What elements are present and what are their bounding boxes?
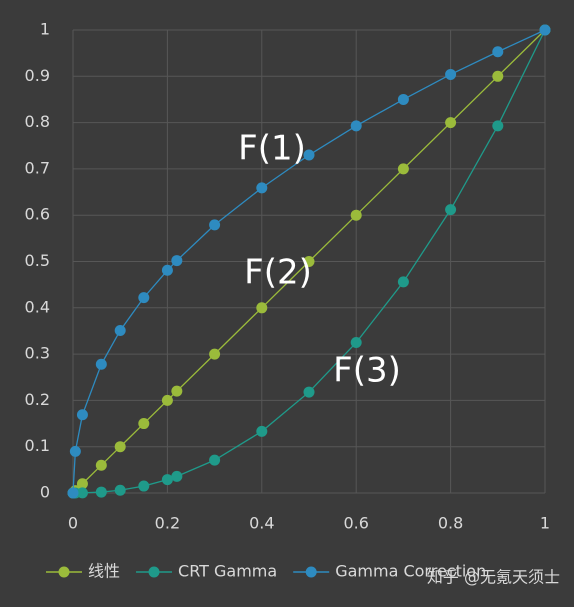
data-point [161, 394, 173, 406]
data-point [138, 418, 150, 430]
data-point [95, 358, 107, 370]
data-point [445, 204, 457, 216]
data-point [397, 163, 409, 175]
legend-marker [305, 566, 317, 578]
x-tick-label: 1 [540, 514, 550, 533]
data-point [539, 24, 551, 36]
data-point [209, 219, 221, 231]
y-tick-label: 0.1 [25, 436, 50, 455]
data-point [69, 445, 81, 457]
data-point [303, 256, 315, 267]
data-point [95, 459, 107, 471]
y-tick-label: 0.3 [25, 344, 50, 363]
data-point [303, 149, 315, 161]
legend-marker [148, 566, 160, 578]
data-point [445, 68, 457, 80]
legend-label: CRT Gamma [178, 562, 277, 581]
data-point [114, 441, 126, 453]
y-tick-label: 1 [40, 20, 50, 39]
data-point [76, 409, 88, 421]
series-line [73, 29, 546, 494]
data-point [161, 474, 173, 486]
data-point [256, 425, 268, 437]
legend-marker [58, 566, 70, 578]
y-tick-label: 0.7 [25, 158, 50, 177]
x-tick-label: 0.6 [343, 514, 368, 533]
data-point [161, 264, 173, 276]
y-tick-label: 0.8 [25, 112, 50, 131]
y-tick-label: 0.5 [25, 251, 50, 270]
data-point [171, 385, 183, 397]
data-point [350, 209, 362, 221]
data-point [114, 324, 126, 336]
data-point [492, 120, 504, 132]
x-tick-label: 0.4 [249, 514, 274, 533]
x-tick-label: 0.8 [438, 514, 463, 533]
y-tick-label: 0.4 [25, 297, 50, 316]
data-point [171, 255, 183, 267]
y-tick-label: 0 [40, 483, 50, 502]
y-tick-label: 0.6 [25, 205, 50, 224]
data-point [350, 337, 362, 349]
series-line [72, 29, 546, 494]
data-point [95, 486, 107, 498]
data-point [209, 454, 221, 466]
data-point [397, 276, 409, 288]
data-point [138, 480, 150, 492]
data-point [76, 478, 88, 490]
data-point [138, 292, 150, 304]
data-point [209, 348, 221, 360]
data-point [350, 120, 362, 132]
data-point [171, 470, 183, 482]
data-point [76, 487, 88, 499]
x-tick-label: 0 [68, 514, 78, 533]
data-point [256, 182, 268, 194]
legend-label: 线性 [88, 562, 120, 581]
data-point [67, 487, 79, 499]
data-point [445, 117, 457, 129]
annotation: F(2) [244, 253, 312, 293]
data-point [397, 93, 409, 105]
legend-label: Gamma Correction [335, 562, 486, 581]
x-tick-label: 0.2 [155, 514, 180, 533]
data-point [492, 70, 504, 82]
watermark: 知乎 @无氪天须士 [427, 568, 560, 587]
data-point [256, 302, 268, 314]
annotation: F(1) [238, 129, 306, 169]
annotation: F(3) [333, 351, 401, 391]
data-point [114, 484, 126, 496]
data-point [492, 46, 504, 58]
data-point [303, 386, 315, 398]
series-line [72, 29, 546, 494]
y-tick-label: 0.9 [25, 66, 50, 85]
y-tick-label: 0.2 [25, 390, 50, 409]
